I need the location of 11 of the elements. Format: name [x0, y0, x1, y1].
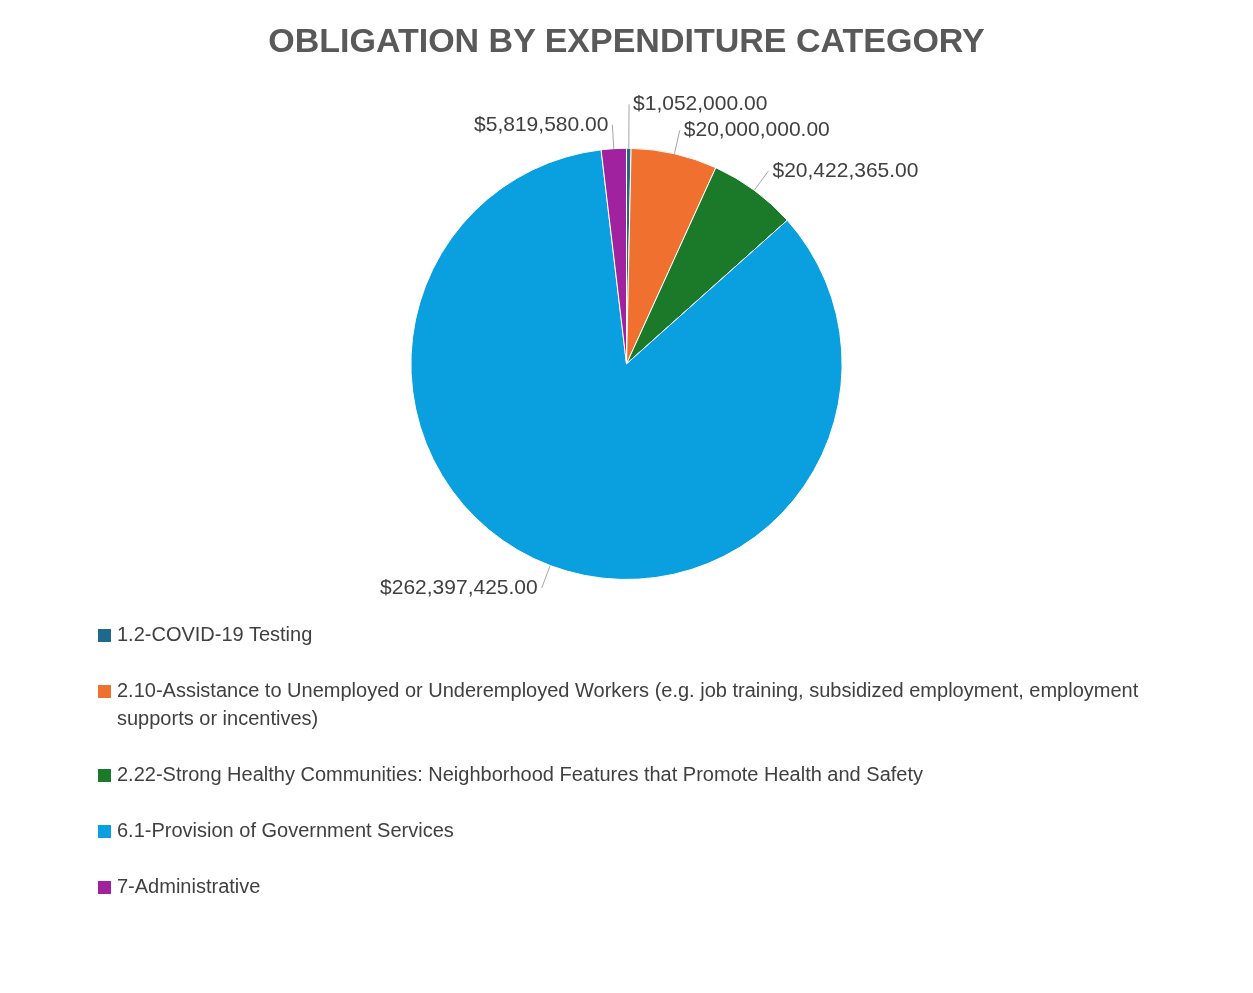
- data-label: $20,000,000.00: [683, 117, 830, 141]
- data-label: $5,819,580.00: [474, 111, 609, 135]
- data-label: $262,397,425.00: [380, 574, 538, 598]
- data-label: $20,422,365.00: [772, 157, 919, 181]
- legend-label: 6.1-Provision of Government Services: [117, 818, 454, 843]
- legend-label: 1.2-COVID-19 Testing: [117, 622, 313, 647]
- chart-title: OBLIGATION BY EXPENDITURE CATEGORY: [268, 20, 986, 59]
- legend-label: 7-Administrative: [117, 874, 261, 899]
- legend-label: 2.10-Assistance to Unemployed or Underemployed Workers (e.g. job training, subsidized employment, employment supports or incentives): [117, 678, 1140, 731]
- data-label: $1,052,000.00: [633, 91, 768, 115]
- legend-label: 2.22-Strong Healthy Communities: Neighborhood Features that Promote Health and Safety: [117, 762, 923, 787]
